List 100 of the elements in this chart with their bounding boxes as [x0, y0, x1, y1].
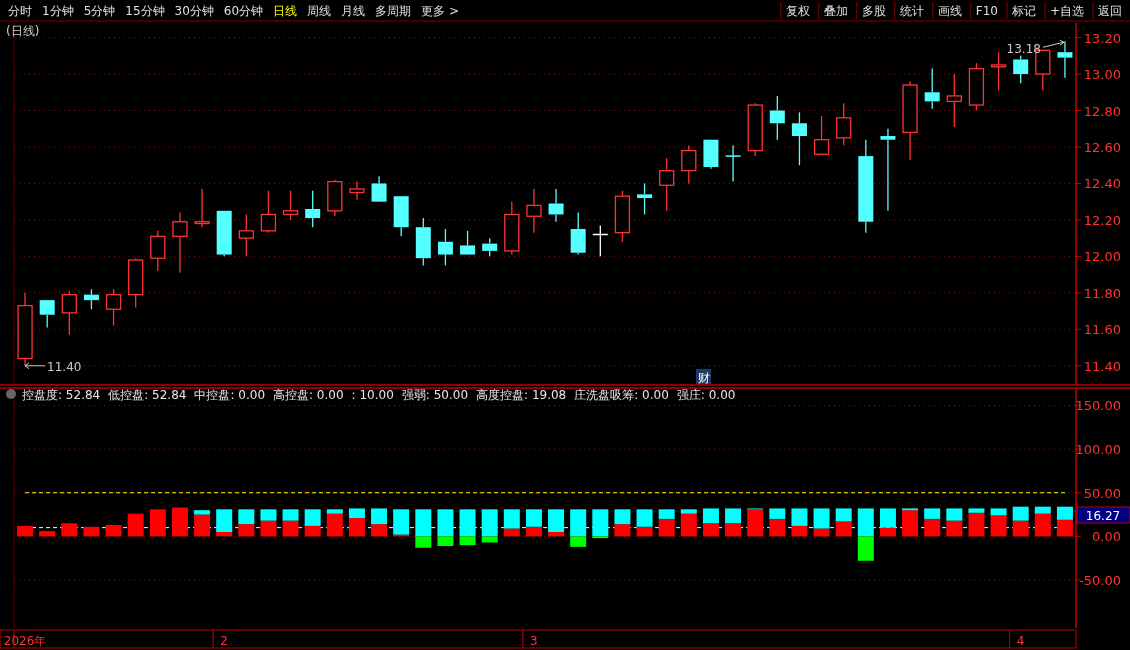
- bar: [924, 508, 941, 519]
- bar: [260, 520, 277, 537]
- bar: [835, 508, 852, 522]
- bar: [171, 507, 188, 537]
- candlestick: [880, 128, 896, 212]
- bar: [747, 509, 764, 537]
- bar: [459, 509, 476, 537]
- bar: [326, 513, 343, 537]
- bar: [990, 508, 1007, 516]
- annotation: : 10.00: [351, 388, 394, 402]
- bar: [216, 509, 233, 532]
- bar: [525, 526, 542, 537]
- text: 标记: [1010, 4, 1036, 18]
- text: 15分钟: [125, 4, 165, 18]
- bar: [658, 518, 675, 537]
- annotation: 控盘度: 52.84: [22, 388, 101, 402]
- annotation: 财: [697, 371, 710, 385]
- x-tick-label: 4: [1016, 634, 1025, 648]
- text: F10: [975, 4, 998, 18]
- bar: [216, 532, 233, 537]
- text: 30分钟: [174, 4, 214, 18]
- candlestick: [194, 188, 210, 228]
- bar: [127, 513, 144, 537]
- bar: [791, 508, 808, 526]
- text: 16.27: [1085, 509, 1121, 523]
- bar: [282, 520, 299, 537]
- y-tick-label: 100.00: [1075, 442, 1121, 458]
- text: 多周期: [375, 4, 412, 18]
- y-tick-label: 150.00: [1075, 398, 1121, 414]
- candlestick: [902, 80, 918, 161]
- annotation: 高度控盘: 19.08: [476, 388, 567, 402]
- bar: [1012, 520, 1029, 537]
- bar: [725, 523, 742, 537]
- bar: [282, 509, 299, 521]
- bar: [592, 509, 609, 537]
- bar: [1034, 513, 1051, 537]
- bar: [680, 513, 697, 537]
- bar: [238, 524, 255, 537]
- candlestick: [17, 292, 33, 367]
- annotation: 强弱: 50.00: [401, 388, 469, 402]
- text: 返回: [1098, 4, 1122, 18]
- candlestick: [526, 188, 542, 234]
- bar: [371, 508, 388, 525]
- bar: [1012, 506, 1029, 521]
- bar: [525, 509, 542, 527]
- bar: [149, 509, 166, 537]
- y-tick-label: 13.20: [1083, 30, 1121, 46]
- y-tick-label: 11.40: [1083, 358, 1121, 374]
- y-tick-label: 12.40: [1083, 176, 1121, 192]
- bar: [194, 514, 211, 537]
- candlestick: [1057, 40, 1073, 79]
- bar: [304, 509, 321, 526]
- y-tick-label: 13.00: [1083, 67, 1121, 83]
- bar: [946, 508, 963, 521]
- bar: [658, 509, 675, 519]
- candlestick: [548, 188, 564, 223]
- text: 周线: [307, 4, 332, 18]
- candlestick: [725, 144, 741, 183]
- bar: [260, 509, 277, 521]
- y-tick-label: 12.00: [1083, 249, 1121, 265]
- bar: [570, 509, 587, 537]
- bar: [393, 509, 410, 535]
- candlestick: [349, 180, 365, 201]
- bar: [813, 508, 830, 529]
- bar: [570, 536, 587, 547]
- bar: [725, 508, 742, 524]
- y-tick-label: 11.60: [1083, 322, 1121, 338]
- candlestick: [172, 211, 188, 274]
- bar: [968, 508, 985, 513]
- bar: [857, 536, 874, 561]
- text: 1分钟: [42, 4, 74, 18]
- bar: [548, 509, 565, 532]
- bar: [857, 508, 874, 537]
- text: 叠加: [823, 4, 848, 18]
- bar: [481, 536, 498, 543]
- bar: [105, 525, 122, 537]
- y-tick-label: -50.00: [1079, 573, 1121, 588]
- bar: [924, 518, 941, 537]
- bar: [348, 508, 365, 519]
- bar: [61, 523, 78, 537]
- bar: [769, 508, 786, 519]
- bar: [1056, 506, 1073, 520]
- bar: [304, 525, 321, 537]
- bar: [636, 509, 653, 527]
- annotation: 中控盘: 0.00: [194, 388, 266, 402]
- y-tick-label: 50.00: [1083, 485, 1121, 501]
- annotation: 11.40: [47, 359, 82, 374]
- y-tick-label: 12.60: [1083, 139, 1121, 155]
- bar: [548, 532, 565, 537]
- text: 多股: [861, 4, 886, 18]
- bar: [835, 521, 852, 537]
- text: 60分钟: [223, 4, 264, 18]
- bar: [39, 531, 56, 537]
- bar: [791, 525, 808, 537]
- bar: [194, 510, 211, 515]
- text: 复权: [785, 4, 810, 18]
- bar: [481, 509, 498, 537]
- annotation: 庄洗盘吸筹: 0.00: [574, 388, 669, 402]
- y-tick-label: 11.80: [1083, 285, 1121, 301]
- bar: [238, 509, 255, 525]
